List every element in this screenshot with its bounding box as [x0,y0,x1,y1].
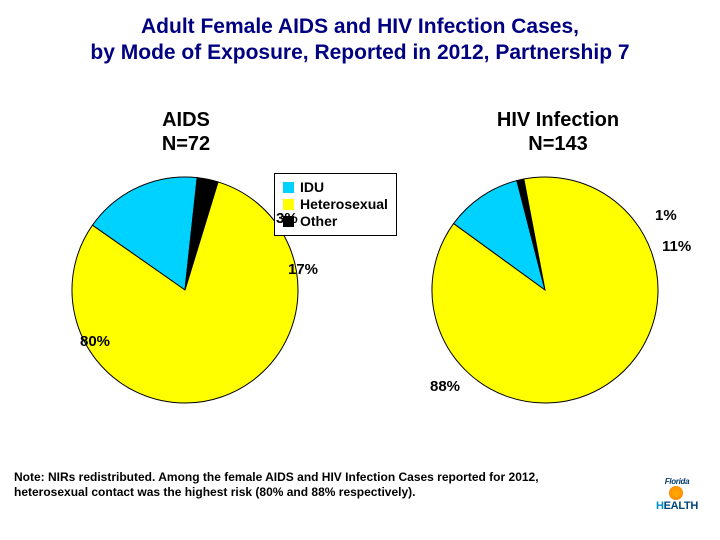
data-label-other: 1% [655,207,677,224]
florida-health-logo: Florida HEALTH [650,477,704,512]
slide-title: Adult Female AIDS and HIV Infection Case… [0,14,720,67]
logo-rest: EALTH [664,500,698,512]
pie-slice-idu [92,177,197,290]
pie-slice-heterosexual [432,177,658,403]
pie-slice-heterosexual [72,182,298,403]
right-title-l1: HIV Infection [497,109,619,131]
left-chart-title: AIDS N=72 [116,108,256,156]
pie-slice-other [185,178,218,290]
legend-swatch [283,199,294,210]
data-label-heterosexual: 88% [430,378,460,395]
data-label-other: 3% [276,210,298,227]
sun-icon [669,486,683,500]
data-label-idu: 17% [288,261,318,278]
legend-item-idu: IDU [283,179,388,195]
charts-svg [0,0,720,540]
legend-item-other: Other [283,213,388,229]
legend-label: Heterosexual [300,196,388,212]
data-label-heterosexual: 80% [80,333,110,350]
legend-item-heterosexual: Heterosexual [283,196,388,212]
title-line2: by Mode of Exposure, Reported in 2012, P… [90,41,629,64]
left-title-l2: N=72 [162,133,210,155]
footnote: Note: NIRs redistributed. Among the fema… [14,470,594,500]
slide: Adult Female AIDS and HIV Infection Case… [0,0,720,540]
data-label-idu: 11% [662,238,691,255]
pie-slice-other [517,179,545,290]
logo-top: Florida [650,477,704,486]
logo-word: HEALTH [650,486,704,512]
right-title-l2: N=143 [528,133,588,155]
legend-swatch [283,182,294,193]
legend-label: Other [300,213,337,229]
title-line1: Adult Female AIDS and HIV Infection Case… [141,15,579,38]
left-title-l1: AIDS [162,109,210,131]
right-chart-title: HIV Infection N=143 [478,108,638,156]
pie-slice-idu [454,181,545,290]
legend-label: IDU [300,179,324,195]
logo-h: H [656,500,664,512]
